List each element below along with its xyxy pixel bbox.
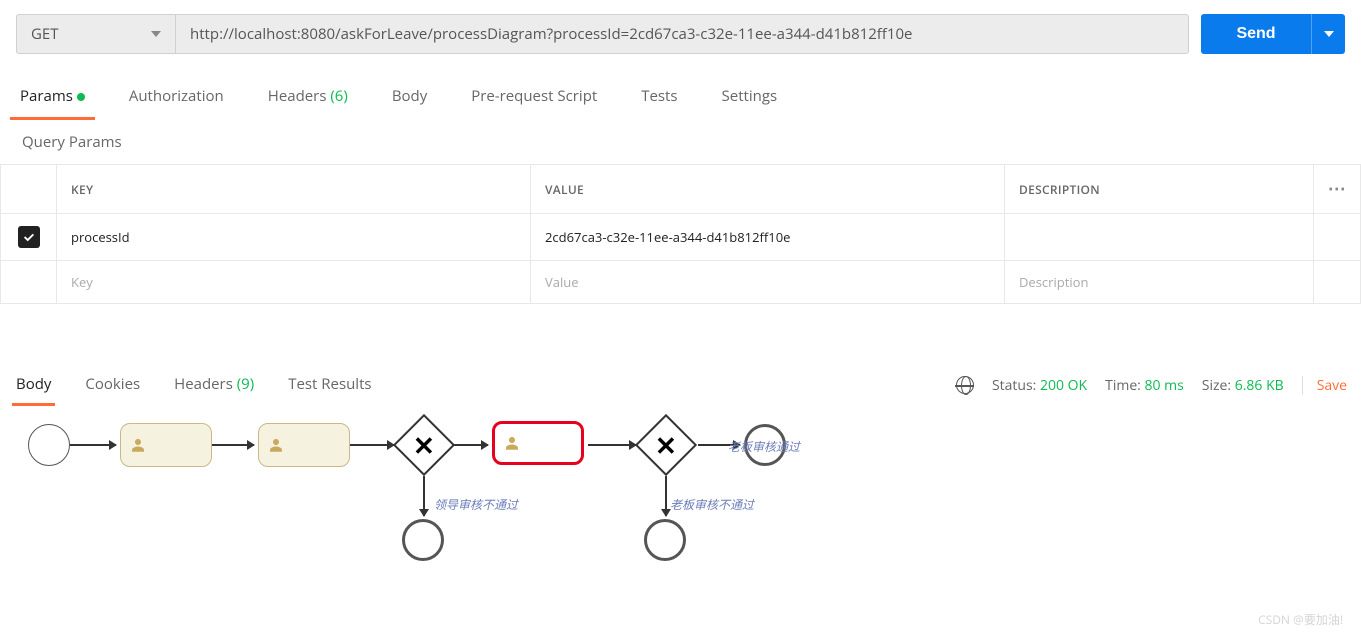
col-key: KEY [57, 165, 531, 214]
bpmn-start-event [28, 424, 70, 466]
param-key[interactable]: processId [57, 214, 531, 261]
col-description: DESCRIPTION [1005, 165, 1314, 214]
bpmn-user-task [120, 423, 212, 467]
params-indicator-icon [77, 93, 85, 101]
col-value: VALUE [531, 165, 1005, 214]
size-value: 6.86 KB [1235, 376, 1284, 395]
size-label: Size: 6.86 KB [1202, 376, 1284, 395]
bpmn-exclusive-gateway: ✕ [402, 423, 446, 467]
resp-tab-cookies[interactable]: Cookies [83, 366, 142, 404]
query-params-table: KEY VALUE DESCRIPTION ⋯ processId 2cd67c… [0, 164, 1361, 304]
send-dropdown-toggle[interactable] [1311, 14, 1345, 54]
tab-prerequest[interactable]: Pre-request Script [469, 76, 599, 118]
table-row: processId 2cd67ca3-c32e-11ee-a344-d41b81… [1, 214, 1361, 261]
bpmn-edge [665, 476, 667, 516]
resp-headers-count: (9) [237, 374, 254, 394]
watermark: CSDN @要加油! [1258, 611, 1343, 628]
query-params-heading: Query Params [0, 118, 1361, 164]
headers-count: (6) [330, 86, 347, 106]
tab-authorization[interactable]: Authorization [127, 76, 226, 118]
resp-tab-body[interactable]: Body [14, 366, 53, 404]
tab-body[interactable]: Body [390, 76, 429, 118]
param-value-placeholder[interactable]: Value [531, 261, 1005, 304]
bpmn-edge-label: 领导审核不通过 [434, 496, 518, 513]
tab-tests[interactable]: Tests [639, 76, 679, 118]
bpmn-edge [588, 444, 636, 446]
bpmn-end-event [644, 519, 686, 561]
response-tabs: Body Cookies Headers (9) Test Results [14, 366, 374, 404]
bpmn-edge-label: 老板审核通过 [728, 438, 800, 455]
bpmn-end-event [402, 519, 444, 561]
bpmn-edge [454, 444, 488, 446]
method-value: GET [31, 24, 59, 44]
param-description[interactable] [1005, 214, 1314, 261]
tab-headers[interactable]: Headers (6) [266, 76, 350, 118]
param-key-placeholder[interactable]: Key [57, 261, 531, 304]
bpmn-edge [70, 444, 116, 446]
col-check [1, 165, 57, 214]
time-value: 80 ms [1145, 376, 1184, 395]
globe-icon[interactable] [956, 376, 974, 394]
more-icon: ⋯ [1328, 177, 1346, 201]
bpmn-edge [212, 444, 254, 446]
tab-settings[interactable]: Settings [720, 76, 780, 118]
time-label: Time: 80 ms [1105, 376, 1184, 395]
param-value[interactable]: 2cd67ca3-c32e-11ee-a344-d41b812ff10e [531, 214, 1005, 261]
save-response-button[interactable]: Save [1302, 376, 1347, 395]
resp-tab-headers[interactable]: Headers (9) [172, 366, 256, 404]
bpmn-user-task [258, 423, 350, 467]
checkbox-icon[interactable] [18, 226, 40, 248]
method-select[interactable]: GET [16, 14, 176, 54]
bpmn-edge-label: 老板审核不通过 [670, 496, 754, 513]
table-row-new: Key Value Description [1, 261, 1361, 304]
url-value: http://localhost:8080/askForLeave/proces… [190, 24, 912, 44]
status-label: Status: 200 OK [992, 376, 1087, 395]
send-button[interactable]: Send [1201, 14, 1311, 54]
resp-tab-testresults[interactable]: Test Results [286, 366, 373, 404]
bpmn-exclusive-gateway: ✕ [644, 423, 688, 467]
bpmn-edge [423, 476, 425, 516]
bpmn-user-task [492, 421, 584, 465]
status-value: 200 OK [1040, 376, 1087, 395]
col-more[interactable]: ⋯ [1313, 165, 1360, 214]
url-input[interactable]: http://localhost:8080/askForLeave/proces… [176, 14, 1189, 54]
process-diagram: ✕ ✕ 老板审核通过领导审核不通过 老板审核不通过 [14, 404, 1347, 584]
bpmn-edge [350, 444, 394, 446]
tab-params[interactable]: Params [18, 76, 87, 118]
request-tabs: Params Authorization Headers (6) Body Pr… [0, 76, 1361, 118]
param-description-placeholder[interactable]: Description [1005, 261, 1314, 304]
